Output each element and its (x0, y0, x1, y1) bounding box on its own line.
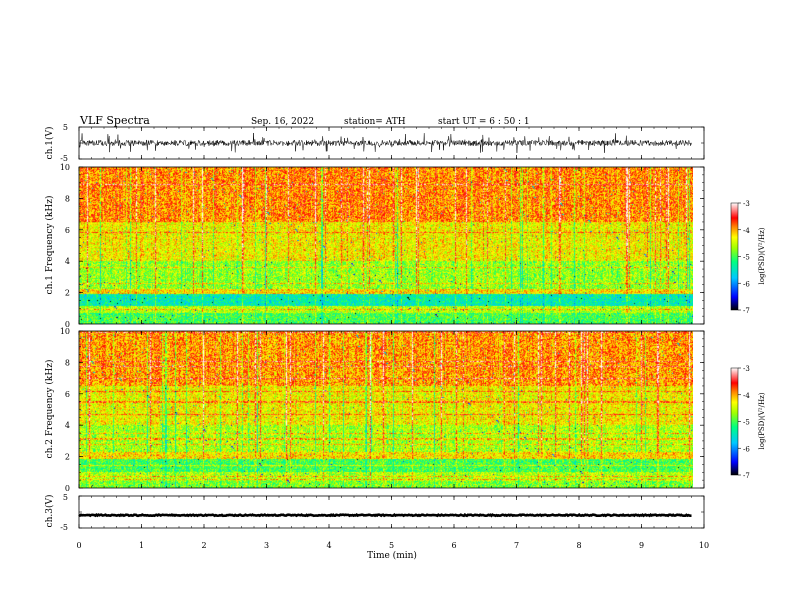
ch2-colorbar-gradient (730, 367, 739, 476)
colorbar-tick-label: -7 (743, 472, 750, 480)
colorbar-tick-label: -7 (743, 307, 750, 315)
colorbar-tick-label: -4 (743, 392, 750, 400)
ch2-colorbar-label: log(PSD)(V²/Hz) (758, 392, 766, 449)
y-tick-label: 0 (65, 484, 70, 493)
x-tick-label: 10 (699, 541, 709, 550)
x-tick-label: 9 (639, 541, 644, 550)
ch1-waveform-ylabel: ch.1(V) (44, 127, 55, 160)
ch1-waveform-ytick-top: 5 (63, 123, 68, 132)
ch1-spectrogram-panel: ch.1 Frequency (kHz) 0 2 4 6 8 10 (44, 163, 705, 329)
ch2-colorbar-ticks: -3 -4 -5 -6 -7 (738, 365, 750, 480)
y-tick-label: 6 (65, 390, 70, 399)
y-tick-label: 6 (65, 226, 70, 235)
ch2-spectrogram-panel: ch.2 Frequency (kHz) 0 2 4 6 8 10 (44, 327, 705, 493)
station-label: station= ATH (344, 117, 406, 127)
y-tick-label: 8 (65, 194, 70, 203)
ch1-waveform-ytick-bottom: -5 (60, 154, 68, 163)
colorbar-tick-label: -5 (743, 419, 750, 427)
colorbar-tick-label: -5 (743, 254, 750, 262)
ch1-spectrogram-ylabel: ch.1 Frequency (kHz) (44, 196, 55, 295)
ch1-colorbar-ticks: -3 -4 -5 -6 -7 (738, 200, 750, 315)
ch3-waveform-ytick-top: 5 (63, 493, 68, 502)
ch2-spectrogram-ylabel: ch.2 Frequency (kHz) (44, 360, 55, 459)
ch2-spectrogram-heatmap (79, 331, 693, 488)
y-tick-label: 10 (60, 327, 70, 336)
time-axis-label: Time (min) (367, 550, 417, 561)
ch1-colorbar: -3 -4 -5 -6 -7 log(PSD)(V²/Hz) (730, 200, 766, 315)
x-tick-label: 6 (451, 541, 456, 550)
ch1-spectrogram-heatmap (79, 167, 693, 324)
colorbar-tick-label: -3 (743, 365, 750, 373)
date-label: Sep. 16, 2022 (251, 117, 314, 127)
x-tick-label: 2 (201, 541, 206, 550)
colorbar-tick-label: -4 (743, 227, 750, 235)
x-tick-label: 5 (389, 541, 394, 550)
ch1-waveform-trace (78, 126, 704, 160)
colorbar-tick-label: -3 (743, 200, 750, 208)
figure-title: VLF Spectra (79, 114, 150, 127)
time-axis: 0 1 2 3 4 5 6 7 8 9 10 (76, 127, 709, 550)
ch1-waveform-line (78, 132, 692, 153)
x-tick-label: 3 (264, 541, 269, 550)
x-tick-label: 7 (514, 541, 519, 550)
ch1-colorbar-gradient (730, 202, 739, 311)
x-tick-label: 8 (576, 541, 581, 550)
ch2-colorbar: -3 -4 -5 -6 -7 log(PSD)(V²/Hz) (730, 365, 766, 480)
ch3-waveform-line (78, 512, 692, 518)
ch3-waveform-panel: ch.3(V) 5 -5 (44, 493, 705, 532)
ch1-waveform-panel: ch.1(V) 5 -5 (44, 123, 705, 163)
y-tick-label: 4 (65, 257, 70, 266)
y-tick-label: 2 (65, 289, 70, 298)
y-tick-label: 0 (65, 320, 70, 329)
ch3-waveform-ytick-bottom: -5 (60, 523, 68, 532)
y-tick-label: 8 (65, 358, 70, 367)
y-tick-label: 10 (60, 163, 70, 172)
x-tick-label: 1 (139, 541, 144, 550)
ch1-colorbar-label: log(PSD)(V²/Hz) (758, 227, 766, 284)
colorbar-tick-label: -6 (743, 280, 750, 288)
start-time-label: start UT = 6 : 50 : 1 (438, 117, 530, 127)
y-tick-label: 4 (65, 421, 70, 430)
ch3-waveform-frame (78, 495, 705, 529)
x-tick-label: 4 (326, 541, 331, 550)
ch3-waveform-ylabel: ch.3(V) (44, 495, 55, 528)
colorbar-tick-label: -6 (743, 445, 750, 453)
x-tick-label: 0 (76, 541, 81, 550)
ch3-waveform-trace (78, 495, 704, 529)
y-tick-label: 2 (65, 453, 70, 462)
